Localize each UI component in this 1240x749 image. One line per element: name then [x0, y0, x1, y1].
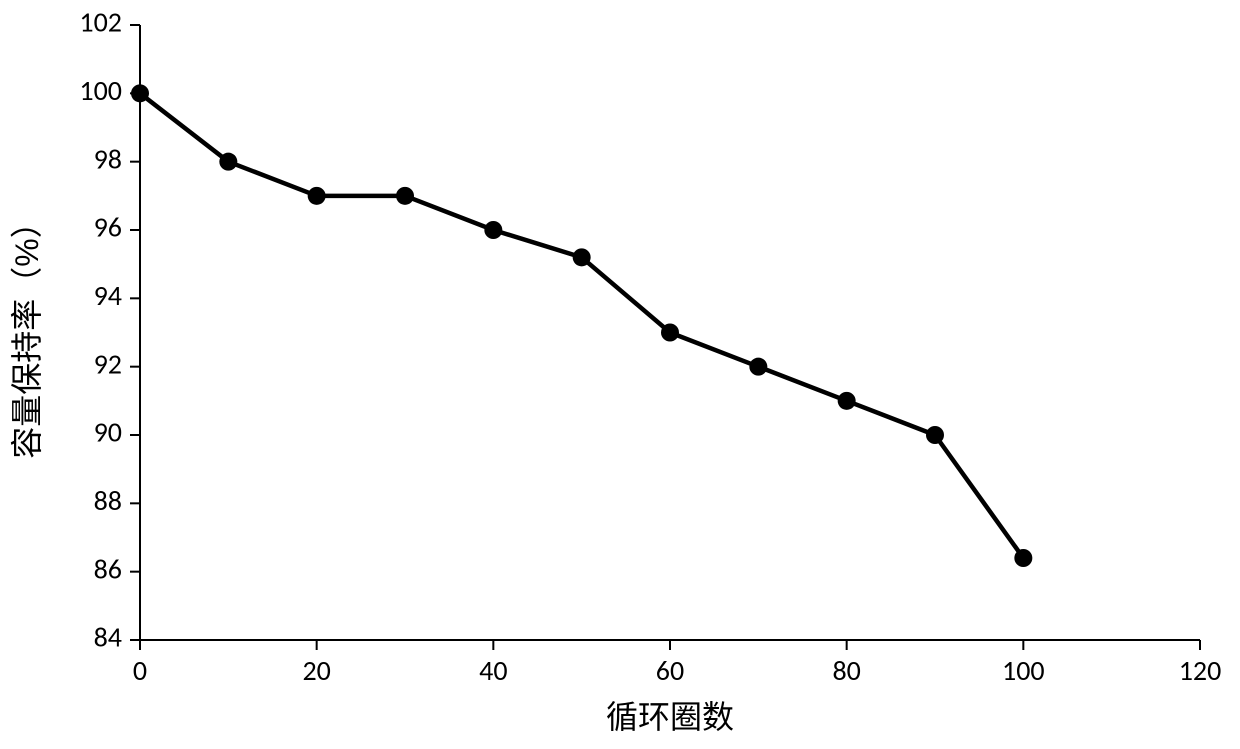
data-line: [140, 93, 1023, 558]
y-tick-label: 94: [94, 278, 122, 313]
y-tick-label: 92: [94, 346, 122, 381]
x-tick-label: 120: [1179, 653, 1222, 688]
y-tick-label: 102: [79, 5, 122, 40]
data-marker: [396, 187, 414, 205]
y-tick-label: 96: [94, 210, 122, 245]
x-tick-label: 60: [656, 653, 684, 688]
y-tick-label: 90: [94, 415, 122, 450]
x-tick-label: 20: [302, 653, 330, 688]
x-tick-label: 80: [832, 653, 860, 688]
data-marker: [1014, 549, 1032, 567]
data-marker: [838, 392, 856, 410]
data-marker: [661, 324, 679, 342]
data-marker: [219, 153, 237, 171]
y-tick-label: 86: [94, 551, 122, 586]
x-axis-label: 循环圈数: [606, 699, 734, 735]
line-chart: 84 86 88 90 92 94 96 98 100 102 0 20 40 60 80 100 120 循环圈…: [0, 0, 1240, 749]
y-tick-label: 100: [79, 73, 122, 108]
y-tick-label: 84: [94, 620, 122, 655]
y-axis-label: 容量保持率（%）: [9, 206, 45, 458]
y-tick-label: 98: [94, 141, 122, 176]
data-marker: [131, 84, 149, 102]
chart-container: 84 86 88 90 92 94 96 98 100 102 0 20 40 60 80 100 120 循环圈…: [0, 0, 1240, 749]
y-tick-label: 88: [94, 483, 122, 518]
data-marker: [484, 221, 502, 239]
data-marker: [308, 187, 326, 205]
data-marker: [573, 248, 591, 266]
x-tick-label: 40: [479, 653, 507, 688]
x-tick-label: 0: [133, 653, 147, 688]
x-tick-label: 100: [1002, 653, 1045, 688]
data-marker: [749, 358, 767, 376]
data-marker: [926, 426, 944, 444]
